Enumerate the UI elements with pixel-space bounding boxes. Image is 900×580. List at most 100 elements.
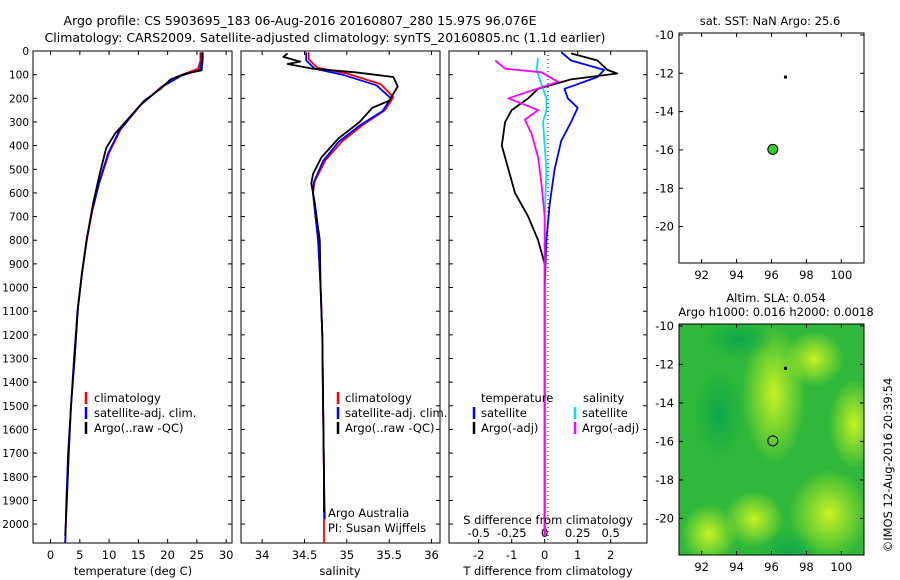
earlier-position-marker — [783, 75, 787, 79]
lat-tick-label: -16 — [655, 434, 674, 448]
depth-tick-label: 1200 — [2, 330, 29, 342]
s-difference-ticks: -0.5 -0.25 0 0.25 0.5 — [467, 526, 619, 540]
x-tick-label: 35 — [340, 548, 355, 562]
temperature-legend: climatology satellite-adj. clim. Argo(..… — [84, 391, 196, 435]
sla-map-title-1: Altim. SLA: 0.054 — [726, 291, 825, 305]
difference-axes — [448, 50, 648, 544]
s-tick-label: -0.5 — [467, 526, 489, 540]
x-tick-label: 34.5 — [292, 548, 318, 562]
temperature-axes — [32, 50, 233, 544]
x-tick-label: 5 — [76, 548, 83, 562]
series-line-climatology — [64, 52, 202, 543]
lon-tick-label: 98 — [799, 268, 814, 282]
s-tick-label: 0.5 — [602, 526, 620, 540]
depth-tick-label: 1100 — [2, 306, 29, 318]
lon-tick-label: 92 — [694, 560, 709, 574]
lat-tick-label: -20 — [655, 220, 674, 234]
legend-salinity-header: salinity — [583, 391, 624, 405]
legend-t-argo: Argo(-adj) — [481, 421, 538, 435]
depth-tick-label: 400 — [9, 141, 29, 153]
x-tick-label: 25 — [190, 548, 205, 562]
lat-tick-label: -12 — [655, 357, 674, 371]
lon-tick-label: 98 — [799, 560, 814, 574]
lat-tick-label: -18 — [655, 181, 674, 195]
s-tick-label: -0.25 — [497, 526, 527, 540]
depth-tick-label: 1800 — [2, 472, 29, 484]
depth-tick-label: 700 — [9, 212, 29, 224]
salinity-panel: 34 34.5 35 35.5 36 salinity climatology sate… — [240, 50, 447, 578]
salinity-xlabel: salinity — [319, 564, 360, 578]
series-line-t-argo-adj — [500, 52, 619, 536]
lon-tick-label: 96 — [764, 560, 779, 574]
t-difference-ticks: -2 -1 0 1 2 — [473, 51, 614, 562]
temperature-xlabel: temperature (deg C) — [74, 564, 192, 578]
series-line-argo-raw-qc — [64, 52, 204, 536]
legend-climatology: climatology — [345, 391, 412, 405]
series-line-t-satellite — [543, 51, 605, 536]
legend-satellite: satellite-adj. clim. — [345, 406, 447, 420]
earlier-position-marker — [783, 366, 787, 370]
depth-tick-label: 1500 — [2, 401, 29, 413]
lat-tick-label: -18 — [655, 473, 674, 487]
sst-map: sat. SST: NaN Argo: 25.6 92 94 96 98 100 -10 -… — [655, 14, 865, 282]
depth-tick-label: 100 — [9, 70, 29, 82]
depth-tick-label: 0 — [22, 46, 29, 58]
legend-s-satellite: satellite — [582, 406, 628, 420]
lat-tick-label: -10 — [655, 319, 674, 333]
annotation-pi: PI: Susan Wijffels — [328, 521, 426, 535]
lon-tick-label: 94 — [729, 268, 744, 282]
salinity-legend: climatology satellite-adj. clim. Argo(..… — [336, 391, 447, 435]
annotation-argo-australia: Argo Australia — [328, 506, 409, 520]
lat-tick-label: -20 — [655, 511, 674, 525]
x-tick-label: 30 — [219, 548, 234, 562]
depth-tick-label: 1700 — [2, 448, 29, 460]
lat-tick-label: -12 — [655, 66, 674, 80]
difference-panel: -2 -1 0 1 2 -0.5 -0.25 0 0.25 0.5 S difference f… — [448, 50, 648, 578]
s-difference-xlabel: S difference from climatology — [463, 513, 633, 527]
depth-tick-label: 1000 — [2, 283, 29, 295]
lat-tick-label: -14 — [655, 105, 674, 119]
legend-argo: Argo(..raw -QC) — [345, 421, 435, 435]
depth-tick-label: 300 — [9, 117, 29, 129]
lon-tick-label: 94 — [729, 560, 744, 574]
sla-map: Altim. SLA: 0.054 Argo h1000: 0.016 h200… — [655, 291, 873, 574]
s-tick-label: 0.25 — [565, 526, 591, 540]
x-tick-label: -1 — [506, 548, 517, 562]
series-line-argo-raw-qc — [282, 52, 399, 513]
x-tick-label: -2 — [473, 548, 484, 562]
t-difference-xlabel: T difference from climatology — [462, 564, 633, 578]
sla-map-marks — [767, 366, 787, 447]
depth-tick-label: 900 — [9, 259, 29, 271]
footer-timestamp: ©IMOS 12-Aug-2016 20:39:54 — [881, 378, 895, 553]
x-tick-label: 35.5 — [376, 548, 402, 562]
depth-tick-label: 1300 — [2, 354, 29, 366]
sla-field-patches — [681, 324, 864, 555]
depth-tick-label: 600 — [9, 188, 29, 200]
temperature-panel: 0100200300400500600700800900100011001200… — [2, 46, 233, 578]
legend-climatology: climatology — [94, 391, 161, 405]
x-tick-label: 0 — [47, 548, 54, 562]
lat-tick-label: -10 — [655, 28, 674, 42]
series-line-satellite-adj-clim — [305, 52, 392, 520]
salinity-lines — [282, 52, 399, 543]
title-line-2: Climatology: CARS2009. Satellite-adjuste… — [45, 30, 606, 45]
depth-tick-label: 1600 — [2, 424, 29, 436]
x-tick-label: 15 — [131, 548, 146, 562]
x-tick-label: 10 — [102, 548, 117, 562]
sla-map-ticks: 92 94 96 98 100 -10 -12 -14 -16 -18 -20 — [655, 319, 864, 574]
float-position-marker — [767, 435, 779, 447]
difference-depth-ticks — [449, 50, 647, 525]
sla-map-title-2: Argo h1000: 0.016 h2000: 0.0018 — [678, 305, 873, 319]
difference-lines — [494, 51, 619, 536]
legend-temperature-header: temperature — [481, 391, 553, 405]
lon-tick-label: 100 — [830, 268, 852, 282]
legend-s-argo: Argo(-adj) — [582, 421, 639, 435]
x-tick-label: 2 — [607, 548, 614, 562]
depth-tick-label: 500 — [9, 164, 29, 176]
sst-map-ticks: 92 94 96 98 100 -10 -12 -14 -16 -18 -20 — [655, 28, 864, 282]
legend-satellite: satellite-adj. clim. — [94, 406, 196, 420]
temperature-lines — [64, 52, 204, 543]
x-tick-label: 0 — [541, 548, 548, 562]
salinity-depth-ticks — [241, 50, 440, 525]
